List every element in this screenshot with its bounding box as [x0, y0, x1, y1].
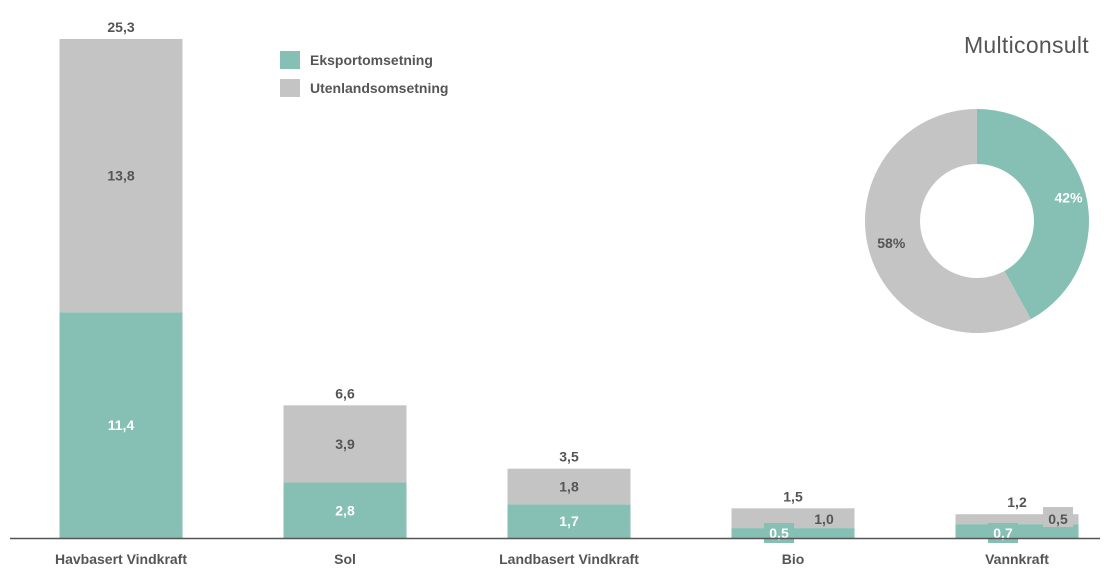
legend-label-foreign: Utenlandsomsetning	[310, 80, 449, 96]
data-label-export: 0,7	[993, 525, 1013, 541]
data-label-export: 1,7	[559, 513, 579, 529]
legend-swatch-foreign	[280, 79, 300, 97]
total-label: 6,6	[335, 385, 355, 401]
data-label-export: 11,4	[108, 417, 135, 433]
donut-slice-foreign	[865, 109, 1031, 333]
data-label-foreign: 0,5	[1048, 511, 1068, 527]
donut-label-foreign: 58%	[877, 235, 906, 251]
bar-segment-export	[283, 482, 407, 538]
legend-item-export: Eksportomsetning	[280, 50, 448, 70]
bar-segment-foreign	[731, 508, 855, 529]
data-label-export: 0,5	[769, 525, 789, 541]
data-label-foreign: 1,8	[559, 479, 579, 495]
bar-segment-foreign	[955, 514, 1079, 525]
total-label: 1,5	[783, 488, 803, 504]
brand-logo: Multiconsult	[963, 32, 1089, 58]
category-tick-label: Havbasert Vindkraft	[55, 551, 187, 567]
total-label: 3,5	[559, 449, 579, 465]
chart-legend: Eksportomsetning Utenlandsomsetning	[280, 50, 448, 106]
legend-label-export: Eksportomsetning	[310, 52, 433, 68]
data-label-foreign: 13,8	[107, 168, 134, 184]
bar-segment-foreign	[59, 38, 183, 313]
legend-item-foreign: Utenlandsomsetning	[280, 78, 448, 98]
data-label-box-foreign	[1043, 507, 1073, 527]
category-tick-label: Sol	[334, 551, 356, 567]
category-tick-label: Bio	[782, 551, 805, 567]
bar-segment-export	[507, 504, 631, 538]
data-label-export: 2,8	[335, 502, 355, 518]
category-tick-label: Vannkraft	[985, 551, 1049, 567]
donut-slice-export	[977, 109, 1089, 320]
category-tick-label: Landbasert Vindkraft	[499, 551, 639, 567]
total-label: 1,2	[1007, 494, 1027, 510]
data-label-foreign: 1,0	[814, 511, 834, 527]
legend-swatch-export	[280, 51, 300, 69]
bar-segment-foreign	[283, 405, 407, 483]
bar-segment-export	[59, 312, 183, 538]
total-label: 25,3	[107, 19, 134, 35]
donut-label-export: 42%	[1055, 189, 1084, 205]
data-label-foreign: 3,9	[335, 436, 355, 452]
bar-segment-foreign	[507, 468, 631, 505]
